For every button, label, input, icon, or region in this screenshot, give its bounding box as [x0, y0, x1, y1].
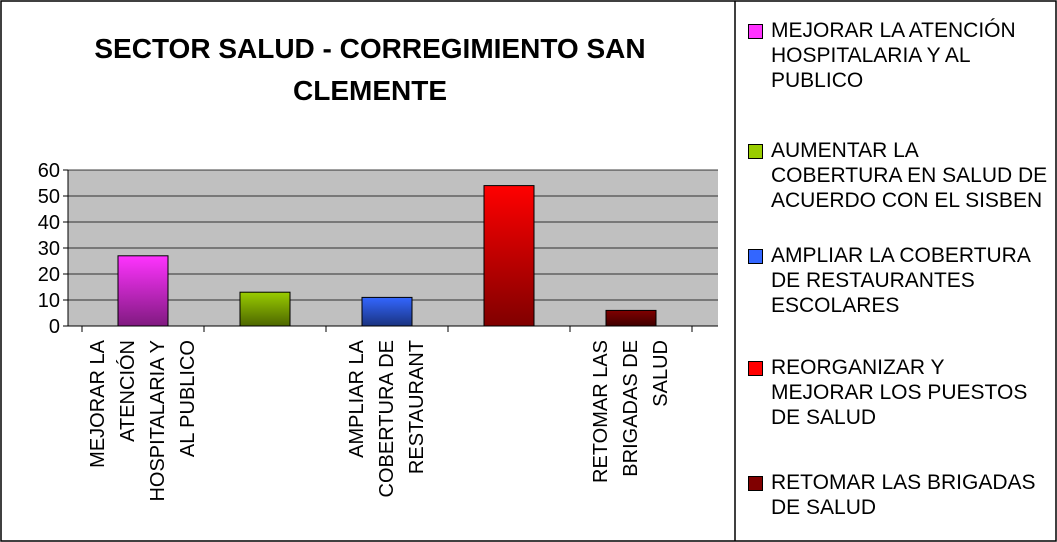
bar	[117, 255, 169, 327]
y-tick-label: 20	[38, 264, 60, 286]
chart-title: SECTOR SALUD - CORREGIMIENTO SAN CLEMENT…	[94, 33, 646, 106]
y-tick-label: 60	[38, 160, 60, 182]
legend-label: MEJORAR LA ATENCIÓN HOSPITALARIA Y AL PU…	[771, 19, 1016, 92]
bar	[239, 291, 291, 327]
legend-swatch	[748, 249, 763, 264]
legend-label: REORGANIZAR Y MEJORAR LOS PUESTOS DE SAL…	[771, 356, 1028, 429]
legend-entry: MEJORAR LA ATENCIÓN HOSPITALARIA Y AL PU…	[748, 18, 1048, 93]
legend-swatch	[748, 476, 763, 491]
legend-label: RETOMAR LAS BRIGADAS DE SALUD	[771, 471, 1036, 519]
legend-swatch	[748, 361, 763, 376]
legend-entry: RETOMAR LAS BRIGADAS DE SALUD	[748, 470, 1048, 520]
y-tick-label: 30	[38, 238, 60, 260]
y-tick-label: 40	[38, 212, 60, 234]
bar	[483, 185, 535, 327]
legend-entry: AMPLIAR LA COBERTURA DE RESTAURANTES ESC…	[748, 243, 1048, 318]
legend-entry: REORGANIZAR Y MEJORAR LOS PUESTOS DE SAL…	[748, 355, 1048, 430]
legend-swatch	[748, 144, 763, 159]
y-tick-label: 0	[49, 316, 60, 338]
y-tick-label: 50	[38, 186, 60, 208]
y-tick-label: 10	[38, 290, 60, 312]
x-tick-label: RETOMAR LAS BRIGADAS DE SALUD	[590, 340, 672, 483]
bar	[605, 309, 657, 327]
legend-label: AMPLIAR LA COBERTURA DE RESTAURANTES ESC…	[771, 244, 1030, 317]
bar	[361, 296, 413, 327]
x-tick-label: MEJORAR LA ATENCIÓN HOSPITALARIA Y AL PU…	[87, 340, 199, 502]
legend-label: AUMENTAR LA COBERTURA EN SALUD DE ACUERD…	[771, 139, 1048, 212]
legend-swatch	[748, 24, 763, 39]
legend-entry: AUMENTAR LA COBERTURA EN SALUD DE ACUERD…	[748, 138, 1048, 213]
x-tick-label: AMPLIAR LA COBERTURA DE RESTAURANT	[346, 340, 428, 498]
